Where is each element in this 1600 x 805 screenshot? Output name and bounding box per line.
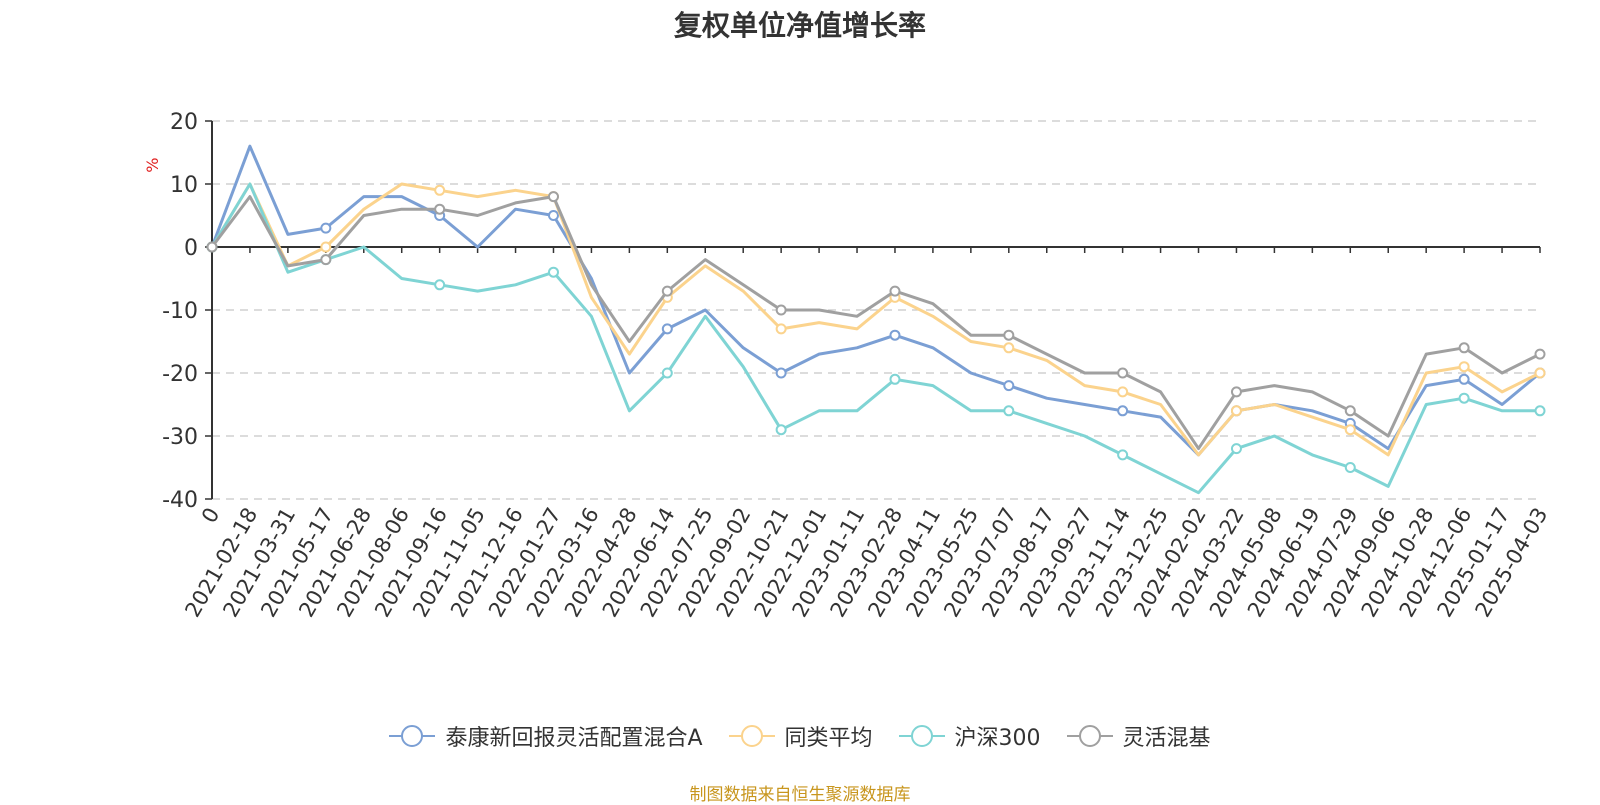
legend-item[interactable]: 灵活混基 [1066, 720, 1211, 752]
data-point [1117, 386, 1129, 398]
data-point [1534, 367, 1546, 379]
y-tick-label: 20 [170, 110, 198, 135]
data-point [1458, 392, 1470, 404]
data-point [434, 203, 446, 215]
chart-title: 复权单位净值增长率 [673, 9, 926, 42]
data-point [1230, 405, 1242, 417]
grid-lines [212, 120, 1540, 500]
data-point [1534, 405, 1546, 417]
line-chart: 20100-10-20-30-40%02021-02-182021-03-312… [143, 110, 1552, 621]
legend-label: 泰康新回报灵活配置混合A [445, 726, 703, 751]
axes [205, 120, 1541, 500]
legend-label: 灵活混基 [1122, 726, 1211, 751]
legend-item[interactable]: 沪深300 [898, 720, 1041, 752]
y-axis-label: % [143, 157, 162, 172]
data-point [1344, 424, 1356, 436]
data-point [320, 254, 332, 266]
series-line [210, 182, 1542, 495]
data-point [889, 373, 901, 385]
y-tick-label: -40 [162, 488, 198, 513]
data-point [1230, 443, 1242, 455]
legend-item[interactable]: 泰康新回报灵活配置混合A [389, 720, 703, 752]
data-point [889, 285, 901, 297]
series-line [210, 195, 1542, 451]
series-line [210, 144, 1542, 457]
data-point [775, 323, 787, 335]
data-point [434, 184, 446, 196]
data-point [320, 222, 332, 234]
data-point [1003, 342, 1015, 354]
y-tick-label: 10 [170, 173, 198, 198]
data-point [1458, 342, 1470, 354]
data-point [1458, 373, 1470, 385]
data-point [775, 367, 787, 379]
legend-label: 同类平均 [784, 726, 873, 751]
data-point [1230, 386, 1242, 398]
legend-swatch-icon [1066, 725, 1113, 747]
series-lines [206, 144, 1546, 495]
data-point [320, 241, 332, 253]
data-point [434, 279, 446, 291]
data-point [547, 210, 559, 221]
data-point [547, 266, 559, 278]
data-point [1117, 449, 1129, 461]
legend-swatch-icon [898, 725, 945, 747]
data-point [661, 323, 673, 335]
data-point [206, 241, 218, 253]
data-point [661, 285, 673, 297]
data-point [775, 424, 787, 436]
data-point [1003, 380, 1015, 392]
data-point [1117, 367, 1129, 379]
legend-swatch-icon [389, 725, 436, 747]
data-point [1003, 329, 1015, 341]
legend: 泰康新回报灵活配置混合A 同类平均 沪深300 灵活混基 [0, 720, 1600, 752]
y-tick-label: 0 [184, 236, 198, 261]
x-tick-label: 0 [197, 504, 224, 528]
legend-item[interactable]: 同类平均 [728, 720, 873, 752]
legend-swatch-icon [728, 725, 775, 747]
tick-labels: 20100-10-20-30-40%02021-02-182021-03-312… [143, 110, 1552, 621]
source-note: 制图数据来自恒生聚源数据库 [689, 785, 911, 805]
data-point [1534, 348, 1546, 360]
data-point [1344, 462, 1356, 473]
y-tick-label: -20 [162, 362, 198, 387]
data-point [775, 304, 787, 316]
data-point [1117, 405, 1129, 417]
y-tick-label: -10 [162, 299, 198, 324]
data-point [889, 329, 901, 341]
data-point [661, 367, 673, 379]
legend-label: 沪深300 [954, 726, 1041, 751]
data-point [1344, 405, 1356, 417]
data-point [547, 191, 559, 203]
data-point [1003, 405, 1015, 417]
series-line [210, 182, 1542, 457]
data-point [1458, 361, 1470, 373]
y-tick-label: -30 [162, 425, 198, 450]
